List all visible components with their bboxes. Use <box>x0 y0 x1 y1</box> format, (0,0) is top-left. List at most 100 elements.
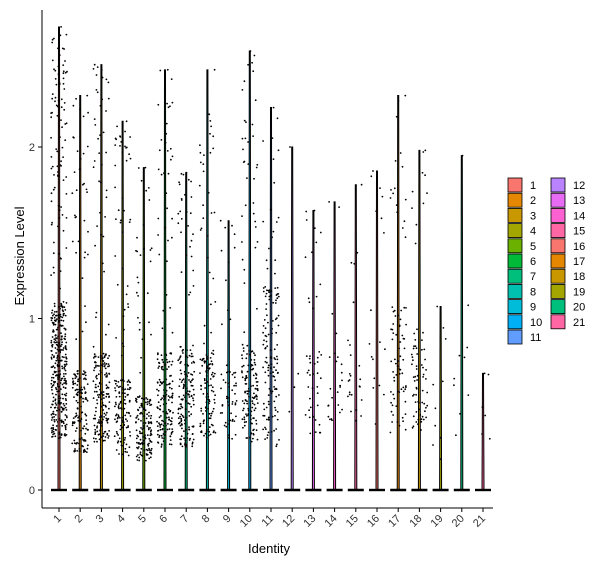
cell-point-10 <box>243 268 246 271</box>
legend-label-9: 9 <box>530 302 536 314</box>
cell-point-9 <box>223 424 226 427</box>
legend-key-8 <box>507 283 523 299</box>
cell-point-17 <box>395 362 397 365</box>
cell-point-10 <box>242 148 244 151</box>
cell-point-11 <box>262 290 265 293</box>
cell-point-3 <box>105 417 108 420</box>
cell-point-6 <box>159 69 162 72</box>
cell-point-4 <box>116 441 119 444</box>
cell-point-5 <box>147 422 150 425</box>
cell-point-2 <box>77 380 79 383</box>
cell-point-2 <box>75 189 78 192</box>
cell-point-1 <box>53 241 55 244</box>
cell-point-5 <box>143 449 146 451</box>
cell-point-2 <box>83 439 86 441</box>
legend-label-13: 13 <box>573 195 585 207</box>
cell-point-5 <box>136 441 138 444</box>
cell-point-17 <box>401 165 404 168</box>
cell-point-6 <box>170 158 172 161</box>
cell-point-18 <box>414 339 417 341</box>
cell-point-10 <box>255 398 258 400</box>
cell-point-1 <box>58 342 60 344</box>
cell-point-4 <box>114 418 116 421</box>
cell-point-11 <box>262 140 264 142</box>
cell-point-7 <box>178 395 181 398</box>
cell-point-16 <box>374 423 377 425</box>
cell-point-4 <box>113 435 116 438</box>
cell-point-4 <box>129 431 131 433</box>
cell-point-17 <box>392 332 395 334</box>
cell-point-3 <box>93 361 96 364</box>
cell-point-1 <box>59 136 61 139</box>
cell-point-10 <box>255 419 257 422</box>
cell-point-1 <box>66 416 68 419</box>
cell-point-1 <box>64 369 67 372</box>
violin-18 <box>417 149 421 491</box>
cell-point-1 <box>56 390 59 393</box>
cell-point-7 <box>189 291 192 294</box>
cell-point-8 <box>204 387 207 389</box>
cell-point-9 <box>235 384 237 387</box>
cell-point-5 <box>139 451 142 454</box>
cell-point-3 <box>107 418 110 420</box>
cell-point-5 <box>145 397 148 399</box>
cell-point-3 <box>105 411 108 414</box>
cell-point-7 <box>191 433 194 435</box>
cell-point-11 <box>270 290 273 292</box>
cell-point-4 <box>124 396 127 398</box>
cell-point-4 <box>125 146 128 149</box>
cell-point-9 <box>224 381 227 384</box>
cell-point-2 <box>74 214 76 217</box>
cell-point-6 <box>167 172 170 175</box>
cell-point-8 <box>213 68 216 71</box>
cell-point-21 <box>481 433 483 435</box>
cell-point-13 <box>307 386 310 388</box>
legend-label-8: 8 <box>530 286 536 298</box>
cell-point-10 <box>243 421 246 424</box>
cell-point-5 <box>141 432 144 434</box>
cell-point-10 <box>242 350 245 352</box>
cell-point-17 <box>398 368 400 370</box>
cell-point-2 <box>71 240 74 243</box>
cell-point-5 <box>137 281 140 284</box>
cell-point-2 <box>84 305 86 307</box>
cell-point-6 <box>169 396 171 399</box>
legend-key-21 <box>550 314 566 330</box>
x-tick-label: 3 <box>94 513 107 526</box>
cell-point-1 <box>51 436 53 438</box>
cell-point-1 <box>66 70 68 73</box>
cell-point-6 <box>164 422 167 424</box>
cell-point-11 <box>278 439 280 441</box>
cell-point-3 <box>92 380 95 383</box>
cell-point-5 <box>138 456 141 459</box>
cell-point-3 <box>106 421 109 424</box>
cell-point-21 <box>481 406 484 409</box>
cell-point-2 <box>80 429 82 432</box>
cell-point-4 <box>128 153 131 156</box>
cell-point-1 <box>53 420 56 423</box>
legend-key-15 <box>550 223 566 239</box>
cell-point-1 <box>50 413 53 416</box>
cell-point-5 <box>135 421 137 423</box>
cell-point-2 <box>72 380 75 383</box>
cell-point-1 <box>64 377 66 380</box>
cell-point-16 <box>379 187 381 190</box>
cell-point-8 <box>212 353 215 356</box>
legend-key-4 <box>507 223 523 239</box>
cell-point-1 <box>65 176 68 178</box>
cell-point-7 <box>184 428 187 431</box>
cell-point-11 <box>277 324 280 327</box>
cell-point-8 <box>201 359 204 362</box>
cell-point-5 <box>140 419 142 422</box>
cell-point-8 <box>210 384 213 387</box>
cell-point-5 <box>144 434 146 437</box>
cell-point-2 <box>81 277 84 279</box>
cell-point-4 <box>118 437 121 440</box>
cell-point-6 <box>169 352 172 355</box>
cell-point-11 <box>277 295 280 298</box>
cell-point-11 <box>269 208 272 211</box>
cell-point-14 <box>327 415 330 418</box>
cell-point-11 <box>268 289 271 291</box>
cell-point-7 <box>179 415 182 418</box>
cell-point-1 <box>52 396 55 399</box>
